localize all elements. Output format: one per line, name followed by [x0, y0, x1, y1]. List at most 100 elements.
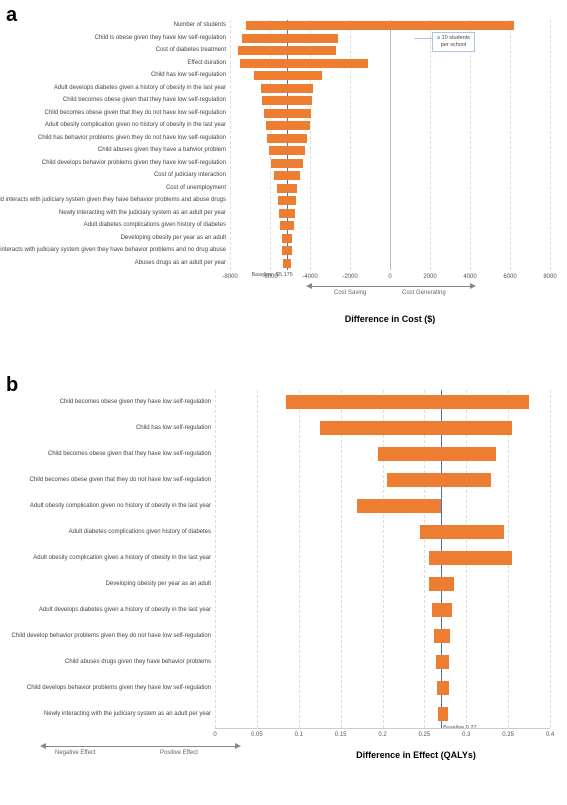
bar: [266, 121, 310, 130]
bar-label: Child becomes obese given that they do n…: [45, 110, 226, 116]
x-axis-line: [215, 728, 550, 729]
bar-label: Child has behavior problems given they d…: [38, 135, 226, 141]
grid-line: [430, 20, 431, 270]
arrowhead-icon: [40, 743, 46, 749]
bar: [282, 246, 292, 255]
x-tick: 0: [388, 274, 391, 280]
bar: [434, 629, 450, 643]
arrowhead-icon: [306, 283, 312, 289]
bar-label: Child abuses given they have a bahvior p…: [98, 147, 226, 153]
grid-line: [470, 20, 471, 270]
bar-label: Developing obesity per year as an adult: [121, 235, 226, 241]
bar-label: Adult obesity complication given no hist…: [45, 122, 226, 128]
bar-label: Adult develops diabetes given a history …: [39, 607, 211, 613]
bar-label: Cost of unemployment: [166, 185, 226, 191]
bar-label: Cost of judiciary interaction: [154, 172, 226, 178]
grid-line: [270, 20, 271, 270]
bar-label: Child develop behavior problems given th…: [12, 633, 211, 639]
arrowhead-icon: [470, 283, 476, 289]
bar-label: Child becomes obese given that they do n…: [30, 477, 211, 483]
bar: [429, 577, 454, 591]
bar-label: Adult diabetes complications given histo…: [69, 529, 211, 535]
arrow-left-label: Negative Effect: [55, 750, 96, 756]
bar: [438, 707, 448, 721]
arrow-axis: [45, 746, 235, 747]
grid-line: [550, 390, 551, 728]
x-axis-title: Difference in Cost ($): [345, 314, 436, 324]
bar-label: Child interacts with judiciary system gi…: [0, 247, 226, 253]
grid-line: [230, 20, 231, 270]
x-tick: 0: [213, 732, 216, 738]
grid-line: [424, 390, 425, 728]
bar: [280, 221, 294, 230]
bar: [269, 146, 305, 155]
bar-label: Child becomes obese given that they have…: [63, 97, 226, 103]
bar-label: Number of students: [174, 22, 226, 28]
x-tick: 0.05: [251, 732, 263, 738]
bar-label: Child becomes obese given they have low …: [60, 399, 211, 405]
bar-label: Developing obesity per year as an adult: [106, 581, 211, 587]
grid-line: [310, 20, 311, 270]
bar: [262, 96, 312, 105]
grid-line: [510, 20, 511, 270]
x-tick: 0.15: [335, 732, 347, 738]
x-tick: 4000: [463, 274, 476, 280]
bar: [378, 447, 495, 461]
grid-line: [550, 20, 551, 270]
x-tick: 6000: [503, 274, 516, 280]
bar: [437, 681, 449, 695]
panel-b: b 00.050.10.150.20.250.30.350.4Baseline …: [0, 370, 567, 805]
bar: [242, 34, 338, 43]
bar: [282, 234, 292, 243]
bar: [357, 499, 441, 513]
x-tick: 8000: [543, 274, 556, 280]
bar: [271, 159, 303, 168]
x-tick: -4000: [302, 274, 317, 280]
bar: [283, 259, 291, 268]
callout-line: [414, 38, 432, 39]
bar: [279, 209, 295, 218]
bar-label: Adult obesity complication given no hist…: [30, 503, 211, 509]
bar-label: Child interacts with judiciary system gi…: [0, 197, 226, 203]
x-tick: 0.1: [295, 732, 303, 738]
grid-line: [215, 390, 216, 728]
grid-line: [257, 390, 258, 728]
x-tick: -2000: [342, 274, 357, 280]
panel-a: a -8000-6000-4000-200002000400060008000B…: [0, 0, 567, 370]
grid-line: [341, 390, 342, 728]
grid-line: [350, 20, 351, 270]
bar-label: Cost of diabetes treatment: [156, 47, 226, 53]
x-tick: 0.35: [502, 732, 514, 738]
bar: [278, 196, 296, 205]
x-tick: 0.3: [462, 732, 470, 738]
bar-label: Child has low self-regulation: [136, 425, 211, 431]
bar-label: Child becomes obese given that they have…: [48, 451, 211, 457]
chart-b: 00.050.10.150.20.250.30.350.4Baseline 0.…: [0, 370, 567, 798]
bar-label: Newly interacting with the judiciary sys…: [44, 711, 211, 717]
bar: [432, 603, 452, 617]
arrow-left-label: Cost Saving: [334, 290, 366, 296]
bar: [277, 184, 297, 193]
x-tick: 0.25: [419, 732, 431, 738]
arrowhead-icon: [235, 743, 241, 749]
grid-line: [383, 390, 384, 728]
callout-box: ≥ 10 studentsper school: [432, 32, 475, 52]
bar: [286, 395, 529, 409]
bar: [436, 655, 449, 669]
bar-label: Child has low self-regulation: [151, 72, 226, 78]
bar: [238, 46, 336, 55]
bar-label: Effect duration: [187, 60, 226, 66]
x-tick: 0.4: [546, 732, 554, 738]
bar-label: Child abuses drugs given they have behav…: [65, 659, 211, 665]
x-tick: 2000: [423, 274, 436, 280]
bar: [264, 109, 311, 118]
bar: [320, 421, 513, 435]
bar: [254, 71, 322, 80]
bar: [261, 84, 313, 93]
bar-label: Abuses drugs as an adult per year: [135, 260, 226, 266]
bar: [420, 525, 504, 539]
bar-label: Adult diabetes complications given histo…: [84, 222, 226, 228]
bar: [429, 551, 513, 565]
x-tick: 0.2: [378, 732, 386, 738]
arrow-right-label: Positive Effect: [160, 750, 198, 756]
